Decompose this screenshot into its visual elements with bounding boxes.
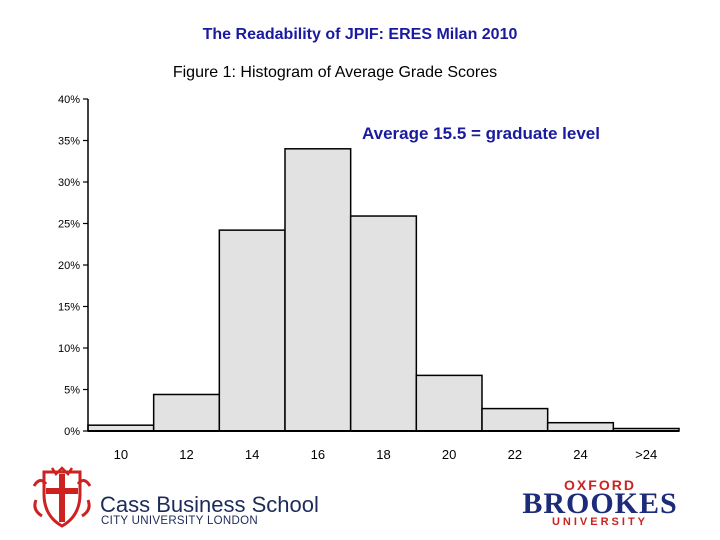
y-tick-label: 15% [58, 302, 80, 314]
histogram-bar [152, 393, 221, 432]
x-tick-label: 22 [508, 447, 522, 462]
histogram-bar [218, 229, 286, 432]
histogram-bar [546, 421, 615, 432]
y-tick-label: 30% [58, 177, 80, 189]
chart-title: The Readability of JPIF: ERES Milan 2010 [202, 26, 518, 43]
y-tick-label: 35% [58, 136, 80, 148]
histogram-bar [415, 374, 483, 432]
x-tick-label: >24 [635, 447, 657, 462]
histogram-bar [349, 215, 418, 432]
brookes-university-text: UNIVERSITY [551, 516, 648, 528]
histogram-bar [284, 148, 352, 432]
y-tick-label: 0% [64, 426, 80, 438]
brookes-oxford-text: OXFORD [564, 477, 636, 493]
x-tick-label: 14 [245, 447, 259, 462]
y-tick-label: 10% [58, 343, 80, 355]
oxford-brookes-logo: OXFORD BROOKES UNIVERSITY [520, 477, 680, 528]
histogram-bar [481, 407, 549, 432]
cass-name: Cass Business School [100, 492, 319, 517]
cass-subtitle: CITY UNIVERSITY LONDON [101, 515, 258, 527]
x-tick-label: 12 [179, 447, 193, 462]
cass-business-school-logo: Cass Business School CITY UNIVERSITY LON… [30, 466, 319, 530]
chart-subtitle: Figure 1: Histogram of Average Grade Sco… [172, 64, 498, 81]
y-tick-label: 40% [58, 94, 80, 106]
brookes-main-text: BROOKES [522, 487, 678, 520]
average-annotation: Average 15.5 = graduate level [362, 124, 600, 143]
cass-crest-icon [32, 466, 92, 528]
y-tick-label: 25% [58, 219, 80, 231]
x-tick-label: 16 [311, 447, 325, 462]
x-tick-label: 10 [114, 447, 128, 462]
x-tick-label: 24 [573, 447, 587, 462]
x-tick-label: 18 [376, 447, 390, 462]
y-tick-label: 20% [58, 260, 80, 272]
x-tick-label: 20 [442, 447, 456, 462]
y-tick-label: 5% [64, 385, 80, 397]
